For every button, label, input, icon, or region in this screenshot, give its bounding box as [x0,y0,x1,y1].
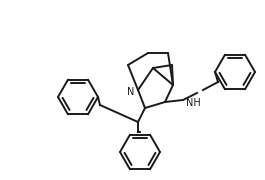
Text: NH: NH [186,98,201,108]
Text: N: N [127,87,135,97]
